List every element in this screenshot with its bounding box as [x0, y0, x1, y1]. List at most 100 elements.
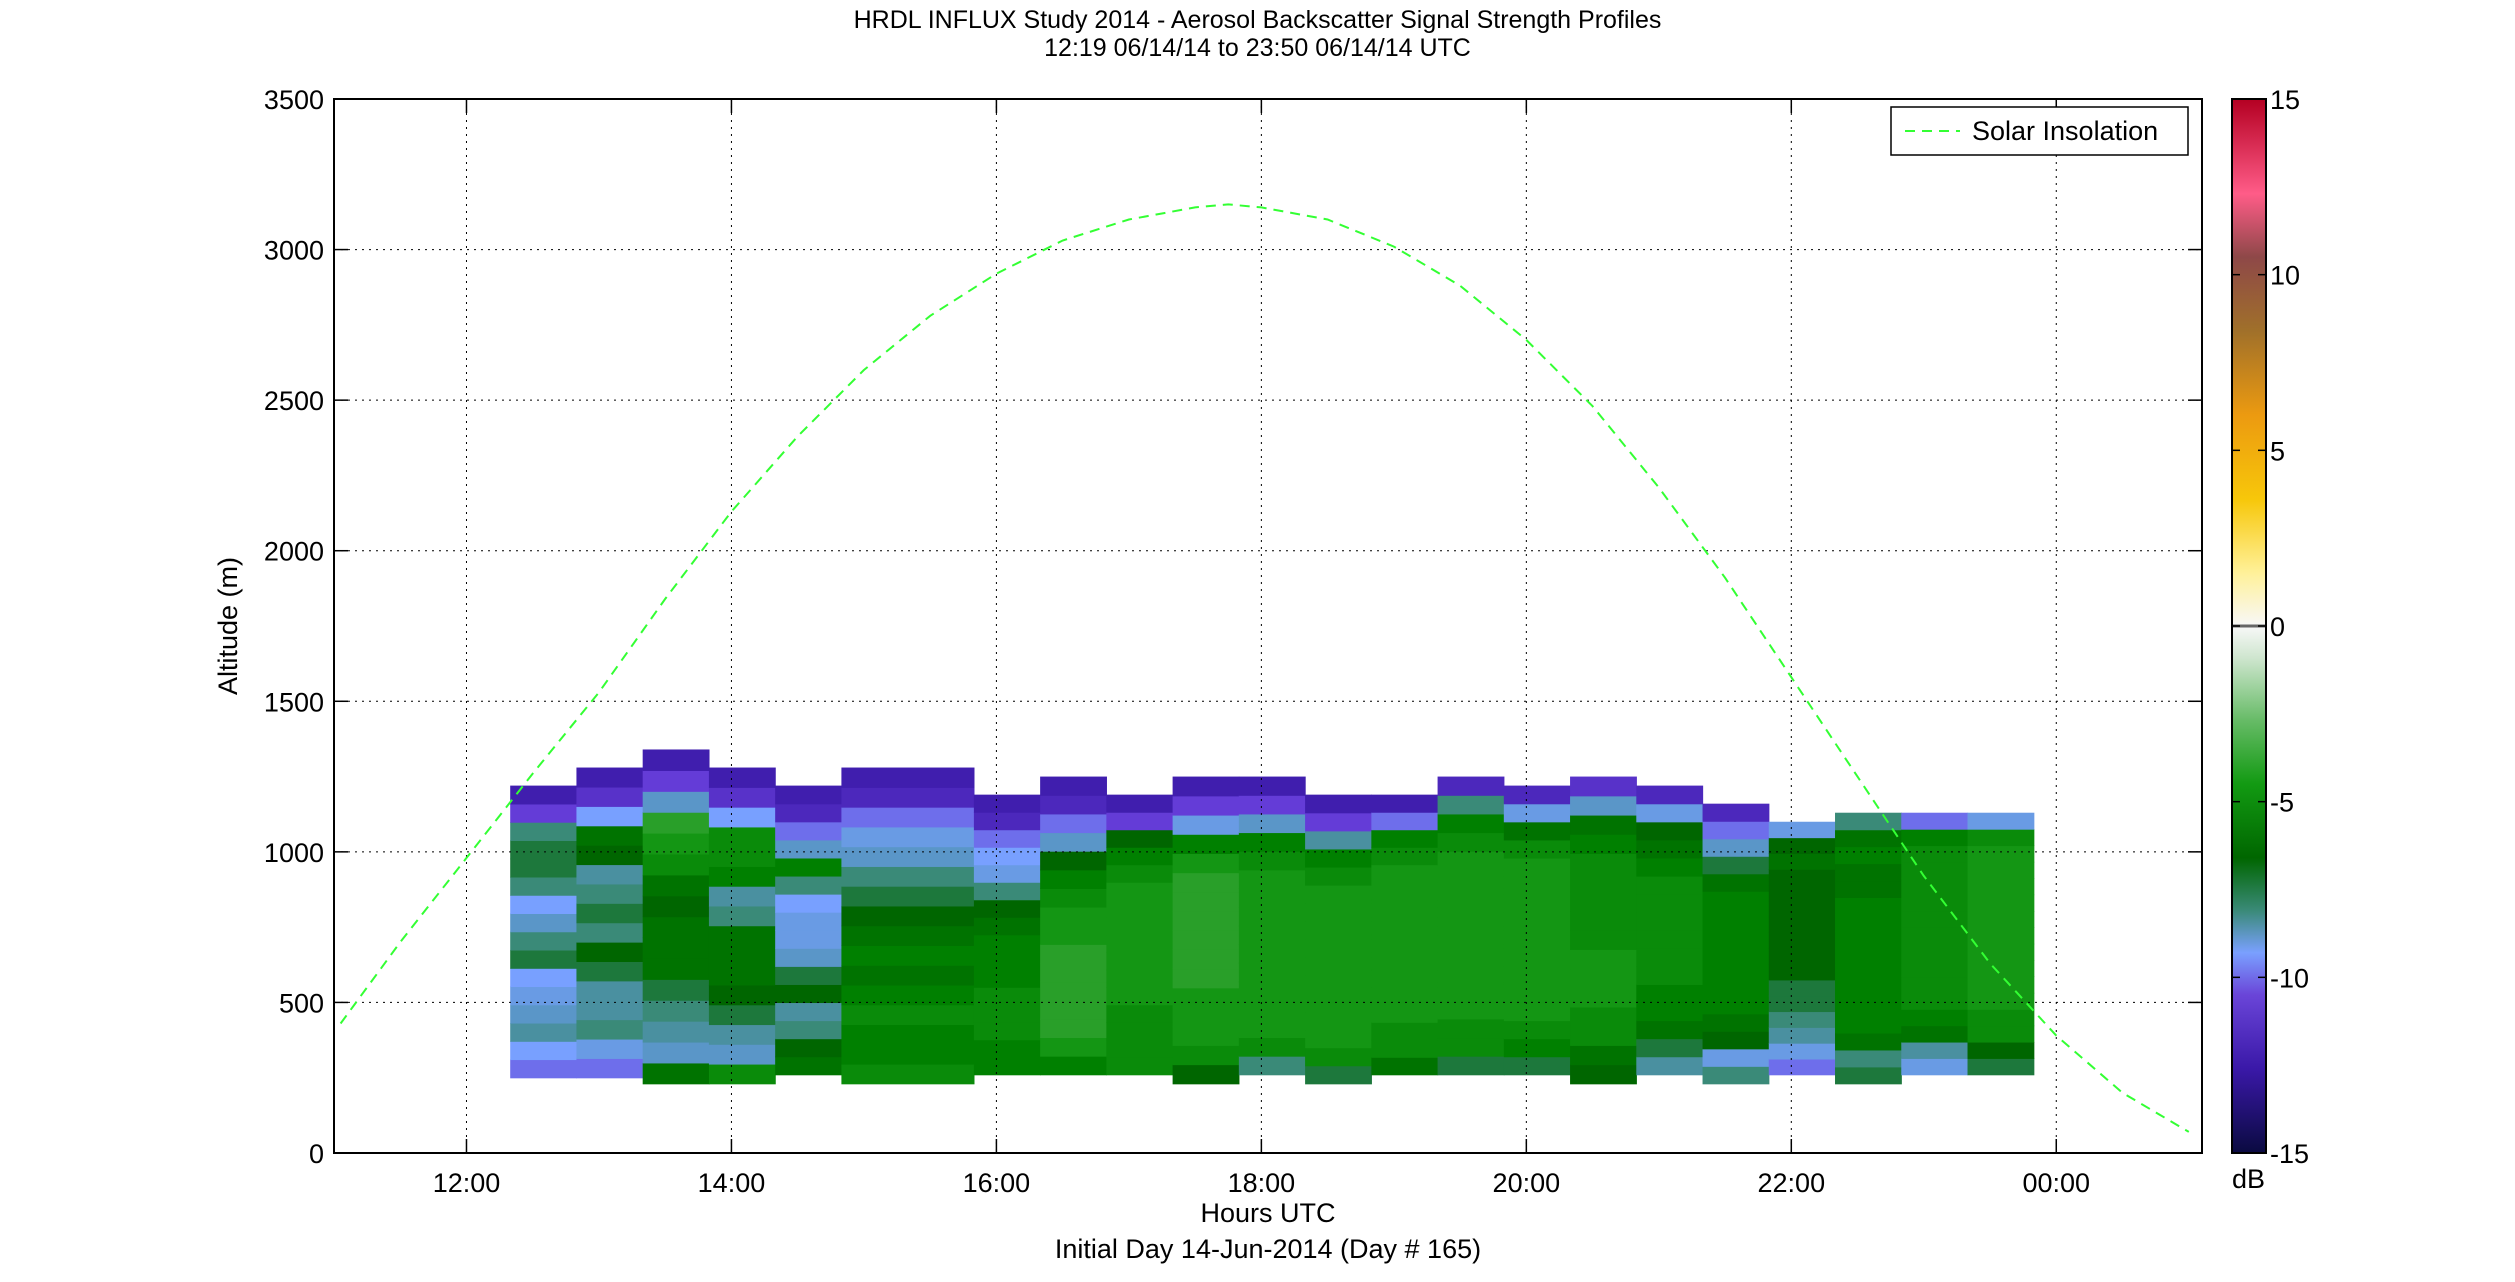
heatmap-cell [510, 785, 578, 805]
heatmap-cell [775, 1056, 843, 1076]
heatmap-cell [1570, 968, 1637, 989]
heatmap-cell [1835, 1049, 1902, 1068]
heatmap-cell [841, 886, 975, 907]
heatmap-cell [1636, 984, 1704, 1004]
heatmap-cell [1437, 795, 1505, 815]
heatmap-cell [1238, 907, 1306, 927]
heatmap-cell [1305, 903, 1372, 922]
heatmap-cell [1570, 1006, 1637, 1027]
heatmap-cell [1901, 829, 1969, 847]
heatmap-cell [775, 930, 843, 949]
x-tick-label: 18:00 [1228, 1168, 1296, 1198]
heatmap-cell [1901, 1025, 1969, 1043]
heatmap-cell [1238, 776, 1306, 796]
heatmap-cell [642, 1041, 710, 1064]
heatmap-cell [1967, 992, 2035, 1010]
heatmap-cell [841, 1044, 975, 1065]
heatmap-cell [642, 1021, 710, 1043]
heatmap-cell [1702, 1066, 1770, 1085]
heatmap-cell [1503, 912, 1571, 931]
heatmap-cell [1371, 1039, 1439, 1058]
heatmap-cell [708, 1063, 776, 1085]
heatmap-cell [1106, 794, 1174, 813]
colorbar-tick-label: -10 [2270, 963, 2309, 993]
heatmap-cell [642, 749, 710, 771]
x-axis-label: Hours UTC [1200, 1198, 1335, 1228]
heatmap-cell [1305, 957, 1372, 976]
heatmap-cell [576, 883, 644, 904]
heatmap-cell [841, 787, 975, 808]
heatmap-cell [1636, 1056, 1704, 1076]
heatmap-cell [1967, 1009, 2035, 1027]
heatmap-cell [1371, 812, 1439, 831]
heatmap-cell [1768, 1043, 1836, 1060]
heatmap-cell [510, 949, 578, 969]
heatmap-cell [1570, 987, 1637, 1008]
heatmap-cell [1371, 794, 1439, 813]
heatmap-cell [841, 925, 975, 946]
heatmap-cell [1106, 987, 1174, 1006]
heatmap-cell [576, 806, 644, 827]
heatmap-layer [510, 749, 2035, 1085]
y-tick-label: 0 [309, 1139, 324, 1169]
heatmap-cell [642, 937, 710, 959]
heatmap-cell [1238, 832, 1306, 852]
heatmap-cell [775, 803, 843, 823]
heatmap-cell [1172, 1026, 1240, 1046]
heatmap-cell [1503, 839, 1571, 859]
heatmap-cell [1305, 921, 1372, 940]
heatmap-cell [1238, 795, 1306, 815]
heatmap-cell [576, 767, 644, 788]
heatmap-cell [1835, 812, 1902, 831]
heatmap-cell [1702, 1048, 1770, 1067]
heatmap-cell [841, 1024, 975, 1045]
heatmap-cell [576, 961, 644, 982]
heatmap-cell [1967, 976, 2035, 994]
heatmap-cell [1305, 993, 1372, 1013]
y-tick-label: 3000 [264, 236, 324, 266]
heatmap-cell [510, 803, 578, 823]
heatmap-cell [1835, 999, 1902, 1017]
heatmap-cell [1172, 872, 1240, 893]
heatmap-cell [775, 875, 843, 895]
heatmap-cell [1040, 869, 1107, 889]
colorbar-tick-label: -5 [2270, 788, 2294, 818]
heatmap-cell [973, 812, 1041, 831]
heatmap-cell [1238, 1000, 1306, 1020]
heatmap-cell [642, 853, 710, 876]
heatmap-cell [1503, 948, 1571, 967]
heatmap-cell [775, 894, 843, 913]
heatmap-cell [1901, 976, 1969, 994]
heatmap-cell [775, 839, 843, 859]
colorbar-unit-label: dB [2232, 1164, 2265, 1194]
heatmap-cell [1437, 851, 1505, 871]
heatmap-cell [1835, 931, 1902, 949]
solar-insolation-line [339, 203, 2190, 1133]
heatmap-cell [642, 791, 710, 813]
heatmap-cell [576, 845, 644, 866]
heatmap-cell [775, 857, 843, 877]
heatmap-cell [1238, 962, 1306, 983]
chart-title-line-2: 12:19 06/14/14 to 23:50 06/14/14 UTC [1044, 34, 1471, 62]
heatmap-cell [1768, 1027, 1836, 1044]
heatmap-cell [841, 767, 975, 788]
y-tick-label: 2500 [264, 386, 324, 416]
heatmap-cell [775, 912, 843, 931]
colorbar-tick-label: 15 [2270, 85, 2300, 115]
heatmap-cell [576, 1019, 644, 1040]
heatmap-cell [1040, 851, 1107, 871]
heatmap-cell [1570, 795, 1637, 816]
heatmap-cell [1172, 891, 1240, 912]
heatmap-cell [1238, 813, 1306, 834]
heatmap-cell [973, 1022, 1041, 1041]
heatmap-cell [973, 829, 1041, 848]
heatmap-cell [1371, 987, 1439, 1006]
heatmap-cell [708, 965, 776, 986]
heatmap-cell [1040, 776, 1107, 796]
heatmap-cell [1570, 853, 1637, 874]
heatmap-cell [1371, 1004, 1439, 1023]
y-axis-label: Altitude (m) [213, 557, 243, 695]
heatmap-cell [1106, 864, 1174, 883]
heatmap-cell [1835, 965, 1902, 983]
heatmap-cell [1305, 1047, 1372, 1067]
